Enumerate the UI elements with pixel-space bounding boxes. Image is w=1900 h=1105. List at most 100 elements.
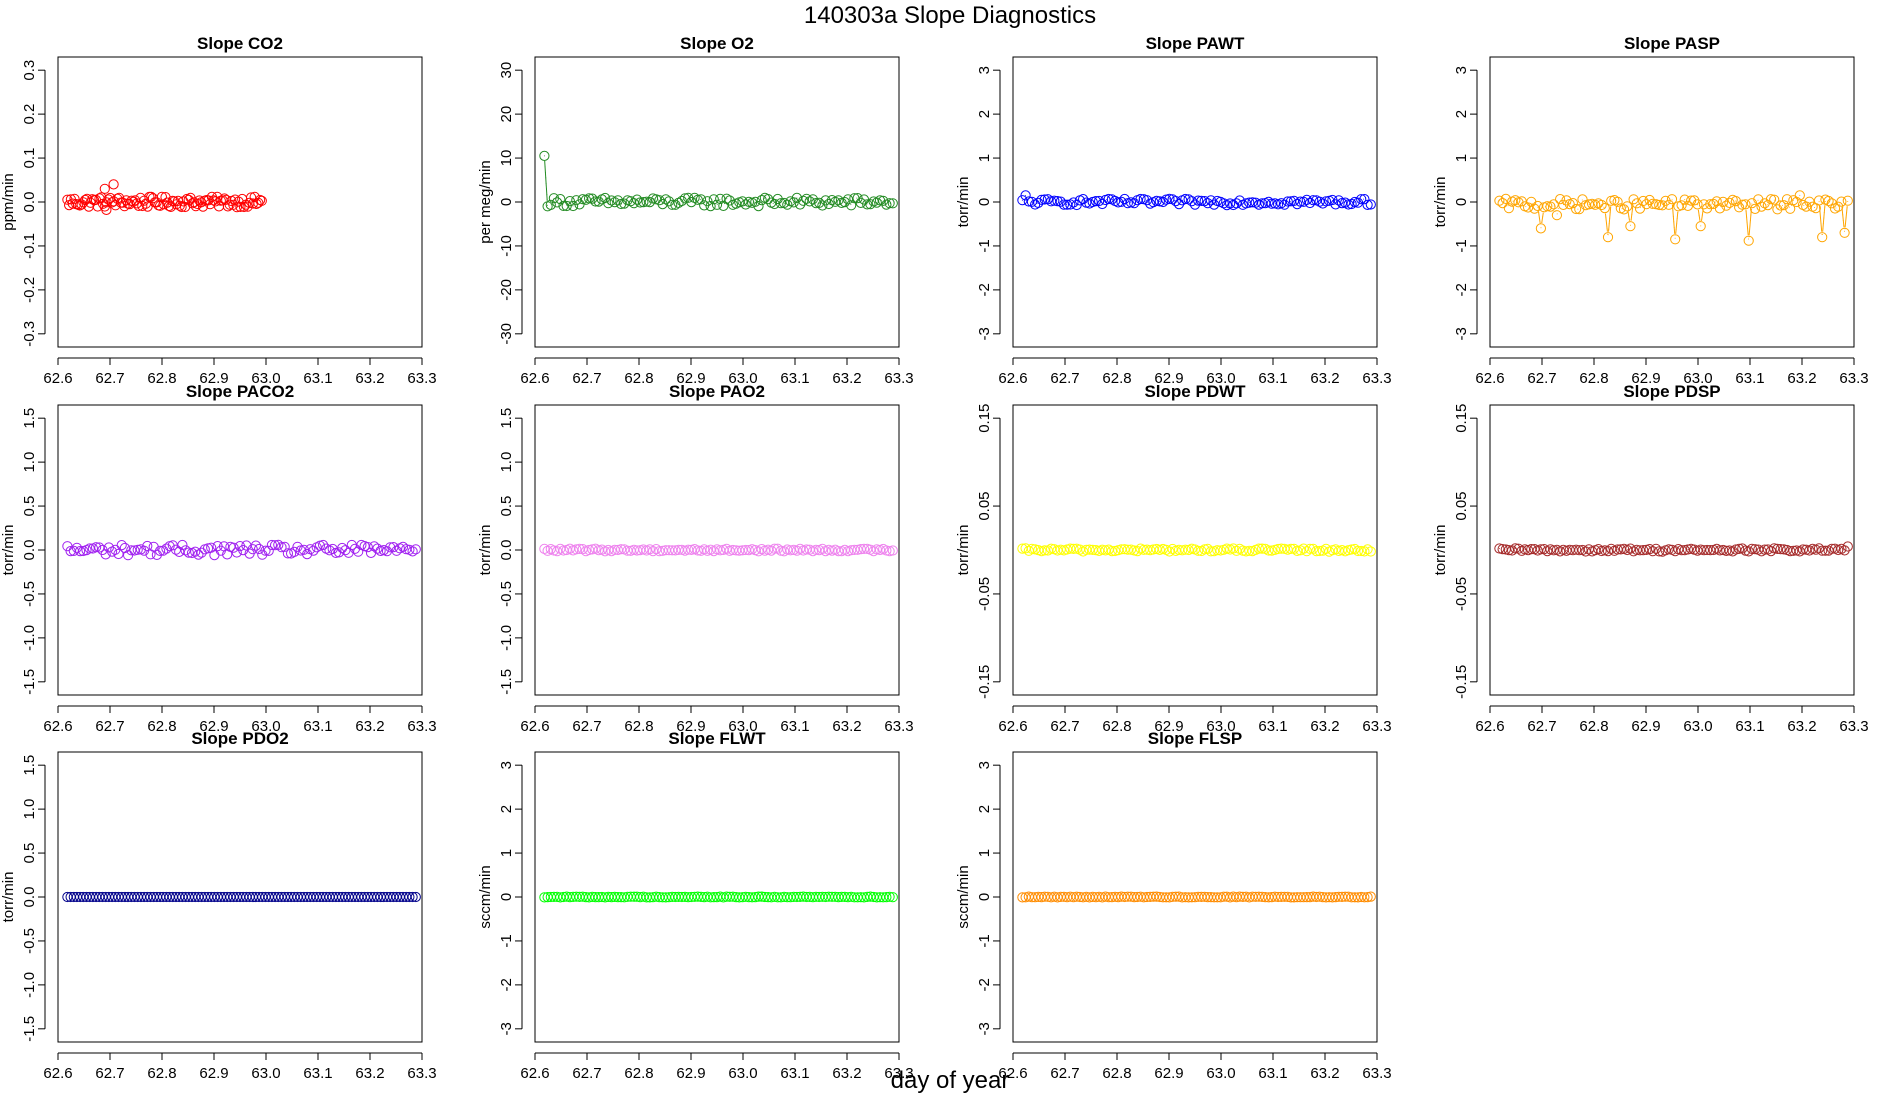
data-point (1743, 235, 1754, 246)
data-point (1228, 543, 1239, 554)
y-tick-label: 1 (498, 849, 515, 857)
x-tick-label: 63.3 (884, 718, 913, 735)
data-point (1356, 194, 1367, 205)
data-point (1263, 196, 1274, 207)
plot-frame (534, 751, 900, 1043)
data-point (846, 545, 857, 556)
data-point (632, 194, 643, 205)
data-point (233, 196, 244, 207)
x-tick-label: 62.8 (1102, 1065, 1131, 1082)
data-point (1529, 203, 1540, 214)
y-tick-label: 0.2 (21, 104, 38, 125)
data-point (1682, 200, 1694, 211)
panel-title: Slope PDO2 (191, 729, 288, 748)
data-point (1794, 546, 1805, 557)
x-tick-label: 63.1 (1735, 718, 1764, 735)
panel-title: Slope FLWT (668, 729, 766, 748)
data-point (62, 194, 73, 205)
data-point (1308, 195, 1319, 206)
data-point (107, 546, 118, 557)
data-point (1244, 197, 1255, 208)
data-point (1154, 196, 1165, 207)
y-tick-label: -0.3 (21, 321, 38, 347)
data-point (225, 541, 236, 553)
data-point (705, 201, 716, 212)
data-point (1788, 195, 1799, 206)
x-tick-label: 62.7 (95, 370, 124, 387)
data-point (251, 198, 262, 209)
data-point (670, 199, 681, 210)
chart-panel: Slope O2 62.6 62.7 62.8 62.9 63.0 63.1 63.2 63.3… (477, 34, 914, 387)
data-point (855, 197, 866, 208)
x-tick-label: 63.1 (303, 370, 332, 387)
data-point (330, 547, 341, 559)
x-tick-label: 63.0 (728, 1065, 757, 1082)
data-point (183, 547, 194, 558)
panel-title: Slope PAWT (1146, 34, 1245, 53)
x-tick-label: 62.6 (43, 1065, 72, 1082)
data-point (1804, 196, 1815, 207)
data-point (69, 193, 80, 204)
data-point (574, 543, 585, 555)
data-point (202, 543, 214, 554)
data-point (644, 544, 655, 555)
x-tick-label: 63.0 (251, 1065, 280, 1082)
data-point (711, 199, 723, 210)
x-tick-label: 63.0 (728, 370, 757, 387)
y-tick-label: 2 (498, 805, 515, 813)
data-point (1618, 204, 1630, 215)
data-point (1193, 195, 1204, 206)
x-tick-label: 62.7 (572, 718, 601, 735)
data-point (868, 546, 879, 557)
data-point (539, 543, 550, 555)
y-axis-label: torr/min (955, 525, 972, 576)
x-tick-label: 62.8 (624, 370, 653, 387)
data-point (1308, 543, 1319, 554)
data-point (1202, 543, 1213, 555)
x-tick-label: 63.3 (407, 1065, 436, 1082)
x-tick-label: 62.9 (676, 370, 705, 387)
data-point (209, 550, 220, 561)
y-axis-label: ppm/min (0, 173, 17, 231)
data-point (1494, 195, 1505, 206)
x-tick-label: 63.0 (1683, 370, 1712, 387)
series-line (1021, 194, 1372, 206)
data-point (190, 546, 201, 557)
x-tick-label: 62.9 (1154, 718, 1183, 735)
data-point (1622, 201, 1633, 212)
data-point (1049, 195, 1060, 206)
y-tick-label: -1 (498, 934, 515, 947)
data-point (1068, 543, 1079, 555)
data-point (1173, 199, 1185, 210)
x-tick-label: 63.0 (251, 370, 280, 387)
data-point (1756, 201, 1767, 212)
x-tick-label: 63.2 (1310, 718, 1339, 735)
data-point (1304, 197, 1316, 209)
chart-panel: Slope PDSP 62.6 62.7 62.8 62.9 63.0 63.1 63.2 63… (1432, 382, 1869, 735)
data-point (289, 546, 300, 558)
data-point (235, 201, 246, 212)
data-point (1180, 193, 1191, 205)
data-point (1647, 198, 1658, 209)
panel-title: Slope PDWT (1144, 382, 1246, 401)
data-point (1666, 194, 1678, 205)
y-tick-label: 3 (976, 66, 993, 74)
data-point (1730, 196, 1742, 207)
y-tick-label: 0.0 (21, 192, 38, 213)
data-point (1724, 197, 1735, 208)
data-point (1304, 543, 1316, 554)
data-point (91, 542, 102, 553)
data-point (266, 539, 277, 551)
data-point (1817, 232, 1828, 243)
data-point (410, 544, 421, 555)
y-tick-label: 0.5 (21, 843, 38, 864)
x-tick-label: 62.8 (624, 1065, 653, 1082)
x-tick-label: 62.8 (1102, 718, 1131, 735)
data-point (1036, 194, 1047, 205)
data-point (1090, 196, 1102, 207)
y-tick-label: -0.15 (1453, 665, 1470, 699)
y-axis-label: sccm/min (955, 865, 972, 928)
data-point (273, 539, 284, 551)
